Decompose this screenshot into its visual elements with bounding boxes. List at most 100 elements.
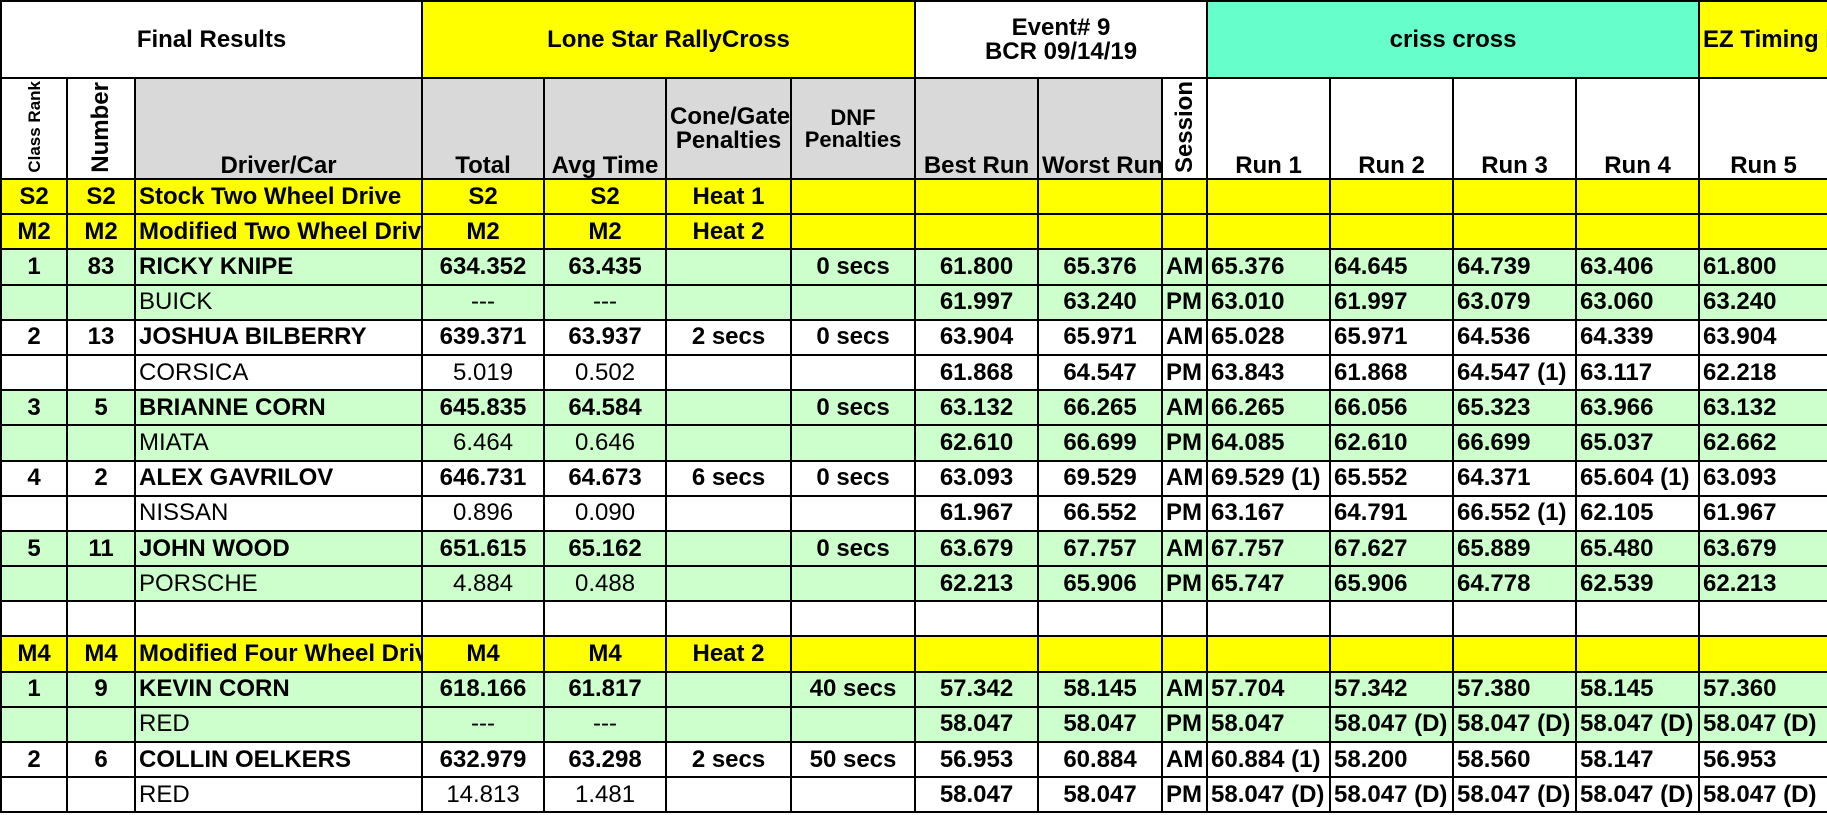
course-name: criss cross bbox=[1206, 0, 1701, 79]
col-class-rank: Class Rank bbox=[0, 76, 68, 181]
class-avg-code: S2 bbox=[543, 178, 668, 216]
empty-cell bbox=[1575, 213, 1701, 251]
run-time: 61.997 bbox=[1329, 283, 1455, 321]
best-run: 63.132 bbox=[914, 389, 1040, 427]
run-time: 69.529 (1) bbox=[1206, 459, 1332, 497]
empty-cell bbox=[790, 353, 917, 392]
class-rank: 3 bbox=[0, 389, 68, 427]
run-time: 65.552 bbox=[1329, 459, 1455, 497]
run-time: 63.966 bbox=[1575, 389, 1701, 427]
empty-cell bbox=[914, 178, 1040, 216]
run-time: 66.699 bbox=[1452, 424, 1578, 462]
empty-cell bbox=[790, 494, 917, 532]
run-time: 65.906 bbox=[1329, 565, 1455, 603]
total-diff: --- bbox=[421, 283, 546, 321]
run-time: 63.240 bbox=[1698, 283, 1827, 321]
empty-cell bbox=[665, 565, 793, 603]
cone-gate-penalties bbox=[665, 529, 793, 568]
col-driver-car: Driver/Car bbox=[133, 76, 424, 181]
total-time: 645.835 bbox=[421, 389, 546, 427]
worst-run: 63.240 bbox=[1037, 283, 1164, 321]
title-row: Final Results Lone Star RallyCross Event… bbox=[0, 0, 1827, 79]
dnf-penalties: 50 secs bbox=[790, 741, 917, 779]
avg-time: 63.937 bbox=[543, 318, 668, 356]
best-run: 58.047 bbox=[914, 705, 1040, 744]
empty-cell bbox=[1575, 635, 1701, 673]
best-run: 58.047 bbox=[914, 776, 1040, 814]
run-time: 58.047 (D) bbox=[1329, 705, 1455, 744]
dnf-penalties: 0 secs bbox=[790, 389, 917, 427]
session: PM bbox=[1161, 705, 1209, 744]
class-rank: 2 bbox=[0, 318, 68, 356]
run-time: 64.547 (1) bbox=[1452, 353, 1578, 392]
worst-run: 66.699 bbox=[1037, 424, 1164, 462]
empty-cell bbox=[790, 178, 917, 216]
empty-cell bbox=[1575, 600, 1701, 638]
run-time: 58.147 bbox=[1575, 741, 1701, 779]
empty-cell bbox=[66, 705, 136, 744]
run-time: 58.047 bbox=[1206, 705, 1332, 744]
empty-cell bbox=[66, 424, 136, 462]
run-time: 65.323 bbox=[1452, 389, 1578, 427]
class-total-code: S2 bbox=[421, 178, 546, 216]
car-row: BUICK --- --- 61.997 63.240 PM 63.010 61.997 63.… bbox=[0, 283, 1827, 321]
empty-cell bbox=[1161, 178, 1209, 216]
run-time: 61.967 bbox=[1698, 494, 1827, 532]
driver-row: 1 83 RICKY KNIPE 634.352 63.435 0 secs 61.800 6… bbox=[0, 248, 1827, 286]
final-results-title: Final Results bbox=[0, 0, 424, 79]
run-time: 58.047 (D) bbox=[1206, 776, 1332, 814]
col-dnf: DNF Penalties bbox=[790, 76, 917, 181]
spacer-row bbox=[0, 600, 1827, 638]
driver-row: 2 13 JOSHUA BILBERRY 639.371 63.937 2 secs 0 s… bbox=[0, 318, 1827, 356]
empty-cell bbox=[66, 600, 136, 638]
car-model: CORSICA bbox=[133, 353, 424, 392]
empty-cell bbox=[66, 283, 136, 321]
driver-row: 3 5 BRIANNE CORN 645.835 64.584 0 secs 63.132 6… bbox=[0, 389, 1827, 427]
car-model: NISSAN bbox=[133, 494, 424, 532]
car-number: 2 bbox=[66, 459, 136, 497]
column-header-row: Class Rank Number Driver/Car Total Avg T… bbox=[0, 76, 1827, 181]
empty-cell bbox=[0, 424, 68, 462]
class-rank: 5 bbox=[0, 529, 68, 568]
run-time: 63.093 bbox=[1698, 459, 1827, 497]
avg-time: 65.162 bbox=[543, 529, 668, 568]
class-total-code: M2 bbox=[421, 213, 546, 251]
best-run: 56.953 bbox=[914, 741, 1040, 779]
run-time: 65.889 bbox=[1452, 529, 1578, 568]
empty-cell bbox=[0, 705, 68, 744]
avg-diff: 0.646 bbox=[543, 424, 668, 462]
run-time: 64.739 bbox=[1452, 248, 1578, 286]
empty-cell bbox=[421, 600, 546, 638]
empty-cell bbox=[790, 424, 917, 462]
best-run: 63.679 bbox=[914, 529, 1040, 568]
car-row: RED --- --- 58.047 58.047 PM 58.047 58.047 (D) 5… bbox=[0, 705, 1827, 744]
total-diff: 4.884 bbox=[421, 565, 546, 603]
driver-row: 2 6 COLLIN OELKERS 632.979 63.298 2 secs 50 se… bbox=[0, 741, 1827, 779]
worst-run: 65.376 bbox=[1037, 248, 1164, 286]
session: AM bbox=[1161, 248, 1209, 286]
best-run: 63.093 bbox=[914, 459, 1040, 497]
car-number: 83 bbox=[66, 248, 136, 286]
run-time: 65.480 bbox=[1575, 529, 1701, 568]
empty-cell bbox=[1452, 600, 1578, 638]
empty-cell bbox=[790, 565, 917, 603]
empty-cell bbox=[665, 705, 793, 744]
run-time: 63.060 bbox=[1575, 283, 1701, 321]
avg-diff: 0.488 bbox=[543, 565, 668, 603]
car-row: CORSICA 5.019 0.502 61.868 64.547 PM 63.843 61.… bbox=[0, 353, 1827, 392]
total-diff: 5.019 bbox=[421, 353, 546, 392]
car-row: PORSCHE 4.884 0.488 62.213 65.906 PM 65.747 65.… bbox=[0, 565, 1827, 603]
class-rank: 4 bbox=[0, 459, 68, 497]
empty-cell bbox=[0, 494, 68, 532]
worst-run: 65.906 bbox=[1037, 565, 1164, 603]
timing-credit: EZ Timing by Wayne Stockel bbox=[1698, 0, 1827, 79]
empty-cell bbox=[0, 353, 68, 392]
run-time: 67.757 bbox=[1206, 529, 1332, 568]
class-number-code: S2 bbox=[66, 178, 136, 216]
worst-run: 58.047 bbox=[1037, 776, 1164, 814]
empty-cell bbox=[665, 776, 793, 814]
run-time: 58.200 bbox=[1329, 741, 1455, 779]
run-time: 65.376 bbox=[1206, 248, 1332, 286]
empty-cell bbox=[665, 600, 793, 638]
